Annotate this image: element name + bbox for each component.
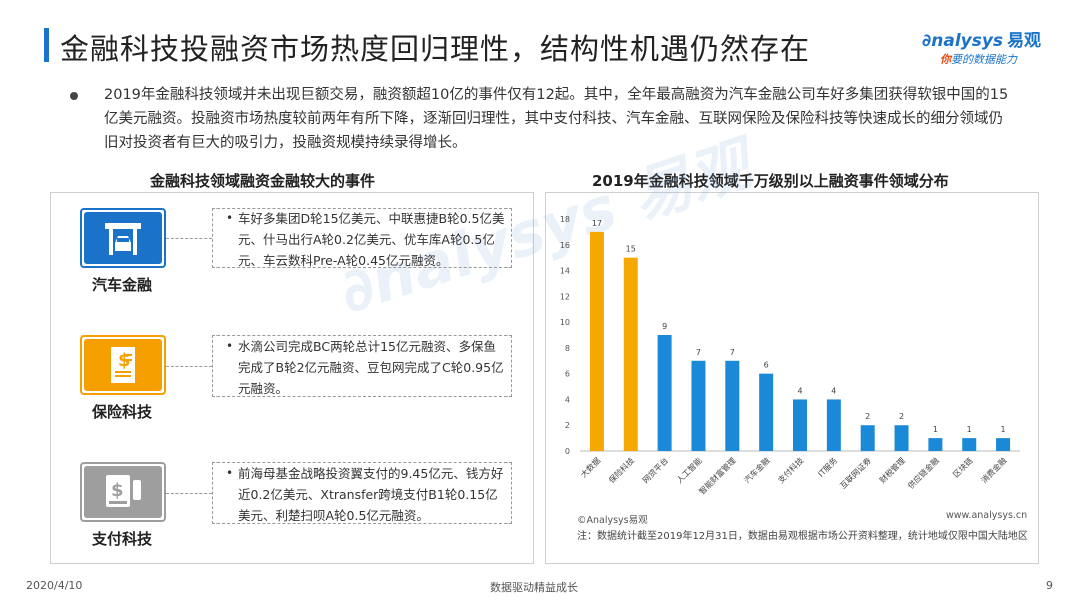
chart-note: 注：数据统计截至2019年12月31日，数据由易观根据市场公开资料整理，统计地域…: [577, 531, 1028, 542]
y-tick-label: 18: [560, 215, 570, 224]
y-tick-label: 0: [565, 447, 570, 456]
bar: [928, 438, 943, 451]
intro-bullet-icon: [70, 92, 78, 100]
footer-date: 2020/4/10: [26, 579, 83, 592]
bar: [657, 335, 672, 451]
logo-en: nalysys: [931, 31, 1004, 51]
page-title: 金融科技投融资市场热度回归理性，结构性机遇仍然存在: [60, 32, 811, 66]
bar: [826, 399, 841, 451]
event-bracket: [212, 208, 512, 268]
y-tick-label: 6: [565, 370, 570, 379]
bar: [894, 425, 909, 451]
analysys-logo: ∂nalysys 易观 你要的数据能力: [922, 26, 1062, 70]
x-tick-label: 互联网证券: [838, 455, 873, 490]
bar: [691, 360, 706, 451]
bar-value-label: 1: [1001, 425, 1006, 434]
bar: [623, 257, 638, 451]
bar-value-label: 6: [764, 361, 769, 370]
bar: [962, 438, 977, 451]
x-tick-label: IT服务: [816, 455, 840, 479]
y-tick-label: 12: [560, 292, 570, 301]
x-tick-label: 财税管理: [877, 455, 907, 485]
x-tick-label: 网贷平台: [640, 455, 670, 485]
x-tick-label: 区块链: [951, 455, 975, 479]
y-tick-label: 16: [560, 241, 570, 250]
event-text-insurance: • 水滴公司完成BC两轮总计15亿元融资、多保鱼完成了B轮2亿元融资、豆包网完成了…: [226, 339, 504, 396]
x-tick-label: 消费金融: [979, 455, 1009, 485]
bar-value-label: 15: [626, 245, 636, 254]
y-tick-label: 4: [565, 395, 570, 404]
insurance-document-icon: $: [80, 335, 166, 395]
logo-slogan: 要的数据能力: [951, 53, 1017, 66]
y-tick-label: 2: [565, 421, 570, 430]
chart-copyright: ©Analysys易观: [577, 515, 648, 526]
y-tick-label: 10: [560, 318, 570, 327]
car-garage-icon: [80, 208, 166, 268]
bar-value-label: 4: [797, 386, 802, 395]
category-label-auto: 汽车金融: [91, 276, 152, 294]
bar-value-label: 7: [730, 348, 735, 357]
chart-website: www.analysys.cn: [946, 510, 1028, 521]
event-text-payment: • 前海母基金战略投资翼支付的9.45亿元、钱方好近0.2亿美元、Xtransfe…: [226, 466, 504, 523]
event-text-auto: • 车好多集团D轮15亿美元、中联惠捷B轮0.5亿美元、什马出行A轮0.2亿美元、…: [226, 211, 505, 268]
connector-line: [166, 493, 212, 494]
logo-swirl-icon: ∂: [922, 31, 932, 51]
title-accent-bar: [44, 28, 49, 62]
bar: [860, 425, 875, 451]
right-section-title: 2019年金融科技领域千万级别以上融资事件领域分布: [592, 172, 949, 190]
bar-value-label: 2: [865, 412, 870, 421]
payment-terminal-icon: $: [80, 462, 166, 522]
bar-value-label: 7: [696, 348, 701, 357]
intro-text: 2019年金融科技领域并未出现巨额交易，融资额超10亿的事件仅有12起。其中，全…: [104, 87, 1009, 151]
x-tick-label: 人工智能: [674, 455, 704, 485]
event-bracket: [212, 335, 512, 397]
bar-value-label: 1: [967, 425, 972, 434]
bar: [759, 373, 774, 451]
connector-line: [166, 366, 212, 367]
logo-zh: 易观: [1007, 31, 1042, 51]
bar: [725, 360, 740, 451]
x-tick-label: 汽车金融: [742, 455, 772, 485]
bar-value-label: 2: [899, 412, 904, 421]
bar-value-label: 1: [933, 425, 938, 434]
page-number: 9: [1046, 579, 1053, 592]
connector-line: [166, 238, 212, 239]
x-tick-label: 供应链金融: [905, 455, 940, 490]
bar-value-label: 4: [831, 386, 836, 395]
svg-text:$: $: [111, 480, 124, 501]
bar-value-label: 17: [592, 219, 602, 228]
bar-value-label: 9: [662, 322, 667, 331]
category-label-payment: 支付科技: [91, 530, 152, 548]
y-tick-label: 8: [565, 344, 570, 353]
bar: [793, 399, 807, 451]
x-tick-label: 大数据: [578, 455, 602, 479]
bar: [589, 231, 604, 451]
logo-slogan-ni: 你: [940, 53, 951, 66]
y-tick-label: 14: [560, 267, 570, 276]
bar: [996, 438, 1011, 451]
x-tick-label: 保险科技: [606, 455, 636, 485]
x-tick-label: 支付科技: [776, 455, 806, 485]
category-label-insurance: 保险科技: [91, 403, 152, 421]
footer-slogan: 数据驱动精益成长: [490, 581, 578, 594]
left-section-title: 金融科技领域融资金融较大的事件: [150, 172, 376, 190]
event-bracket: [212, 462, 512, 524]
